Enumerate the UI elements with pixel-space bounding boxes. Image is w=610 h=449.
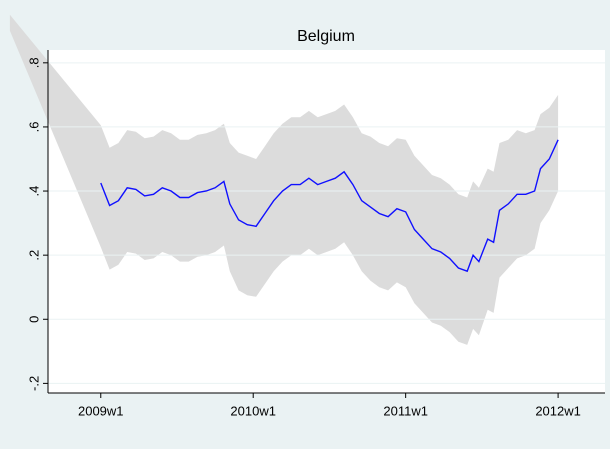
y-tick-label: -.2	[26, 376, 41, 391]
y-tick-label: .8	[26, 57, 41, 68]
x-tick-label: 2010w1	[230, 403, 276, 418]
x-tick-label: 2012w1	[535, 403, 581, 418]
chart-title: Belgium	[297, 28, 355, 45]
confidence-band	[9, 14, 559, 345]
line-series	[100, 139, 559, 273]
y-tick-label: .4	[26, 186, 41, 197]
x-tick-label: 2011w1	[383, 403, 428, 418]
x-tick-label: 2009w1	[78, 403, 124, 418]
y-tick-label: .6	[26, 122, 41, 133]
y-tick-label: 0	[26, 316, 41, 323]
y-tick-label: .2	[26, 250, 41, 261]
